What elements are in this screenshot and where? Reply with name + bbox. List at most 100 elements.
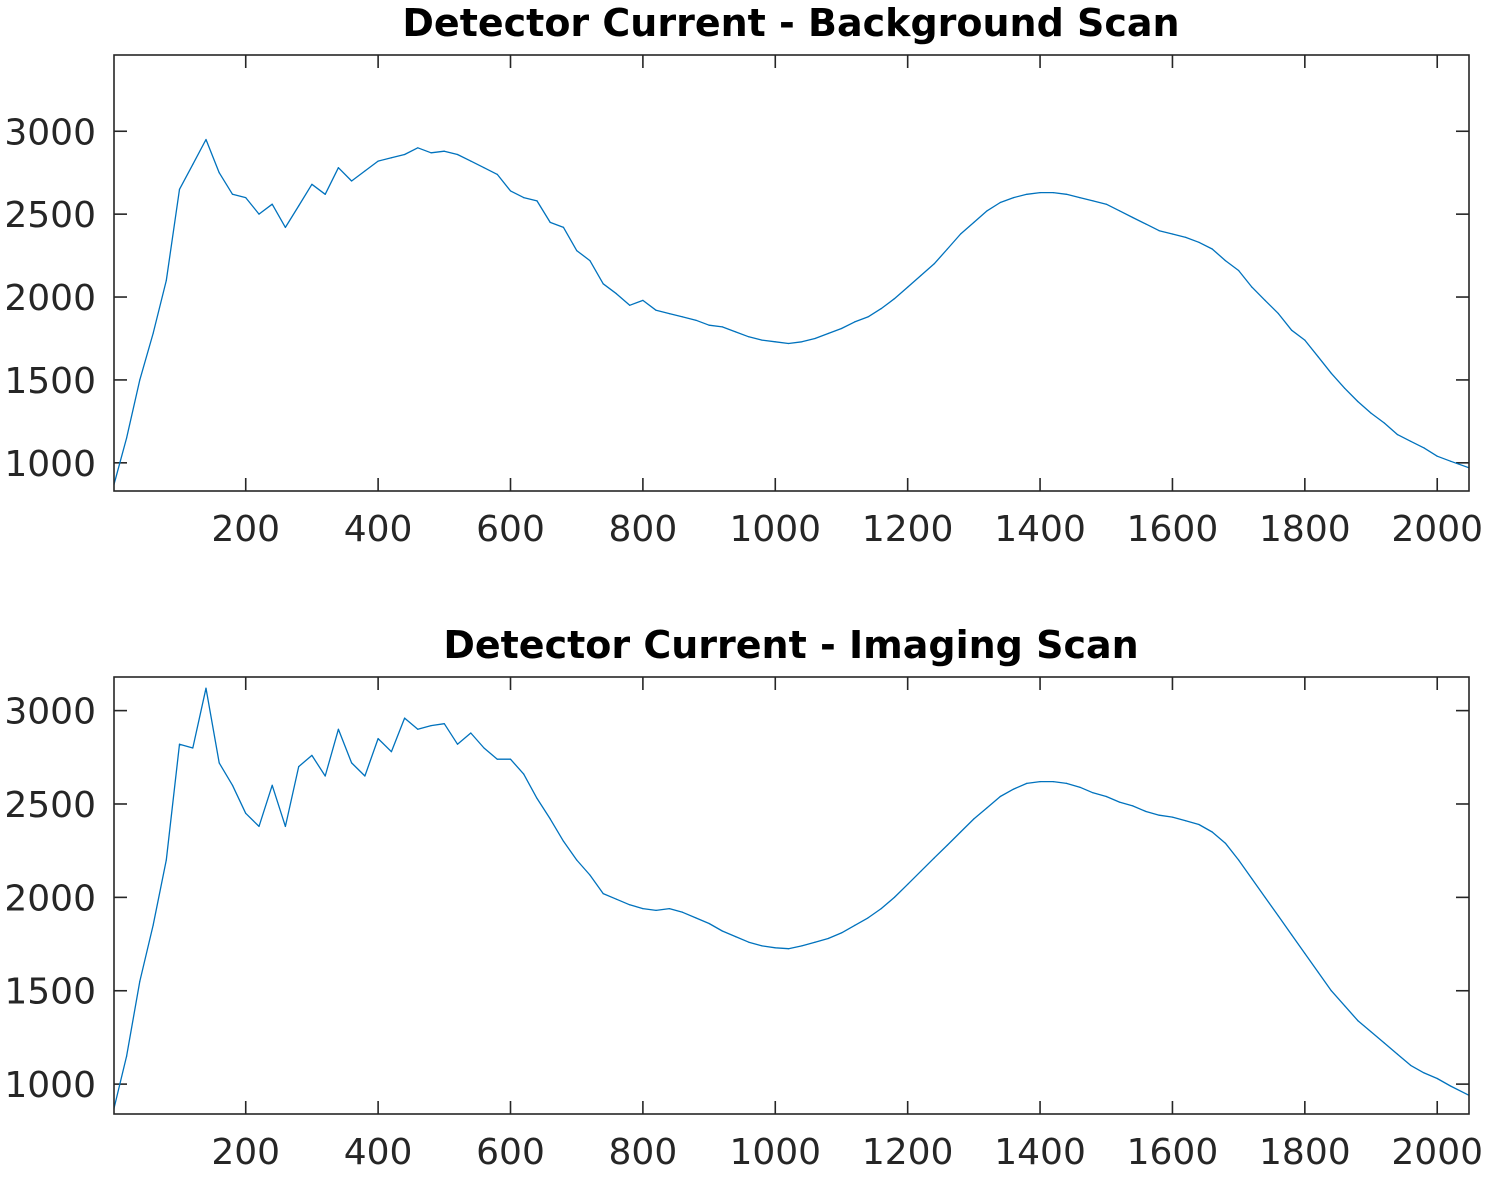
data-point (218, 172, 220, 174)
data-point (735, 936, 737, 938)
imaging-scan-chart: Detector Current - Imaging Scan 200 400 60… (4, 623, 1483, 1173)
data-point (470, 160, 472, 162)
data-point (562, 840, 565, 842)
data-point (1291, 934, 1293, 936)
data-point (231, 784, 234, 786)
data-point (880, 908, 882, 910)
data-point (642, 908, 644, 910)
data-point (1251, 878, 1253, 880)
data-point (1370, 1031, 1372, 1033)
data-point (999, 201, 1001, 204)
data-point (1436, 1077, 1438, 1080)
x-tick-label: 1000 (729, 1132, 821, 1173)
data-point (1052, 192, 1054, 194)
data-point (483, 167, 485, 169)
data-point (1383, 1042, 1385, 1044)
y-tick-label: 2000 (4, 878, 96, 919)
data-point (1264, 896, 1266, 899)
y-tick-label: 1000 (4, 1065, 96, 1106)
data-point (496, 758, 498, 760)
data-point (1198, 823, 1200, 826)
data-point (761, 339, 763, 341)
series-group (113, 687, 1470, 1109)
data-point (245, 812, 247, 814)
data-point (576, 250, 578, 252)
chart-title: Detector Current - Background Scan (402, 1, 1179, 45)
data-point (1118, 801, 1121, 803)
data-point (377, 738, 379, 740)
x-tick-label: 800 (609, 1132, 678, 1173)
data-point (1105, 203, 1107, 205)
data-point (1396, 434, 1399, 436)
y-tick-label: 1500 (4, 361, 96, 402)
data-point (470, 732, 472, 734)
data-point (311, 183, 313, 185)
x-tick-label: 600 (476, 1132, 545, 1173)
data-point (1132, 216, 1134, 219)
data-point (271, 203, 273, 205)
data-point (1039, 781, 1041, 783)
data-point (178, 188, 181, 190)
data-point (761, 945, 763, 947)
data-point (152, 924, 154, 927)
data-point (1277, 313, 1279, 315)
data-point (814, 337, 816, 340)
data-point (655, 909, 657, 912)
data-point (1158, 814, 1160, 816)
data-point (1410, 440, 1412, 442)
data-point (377, 160, 379, 162)
axes-frame (113, 54, 1470, 492)
data-point (642, 299, 644, 301)
series-group (113, 138, 1470, 485)
data-point (933, 857, 935, 859)
data-point (854, 321, 856, 323)
data-point (748, 336, 750, 338)
data-point (946, 844, 949, 846)
data-point (126, 1055, 128, 1057)
data-point (192, 747, 194, 749)
data-point (655, 309, 657, 311)
data-point (1410, 1064, 1412, 1066)
data-point (1079, 786, 1081, 788)
x-tick-label: 400 (344, 509, 413, 550)
data-point (1449, 460, 1452, 462)
chart-title: Detector Current - Imaging Scan (443, 623, 1138, 667)
data-point (814, 941, 816, 943)
y-tick-label: 3000 (4, 692, 96, 733)
data-point (629, 304, 631, 306)
data-point (1039, 192, 1041, 194)
data-point (1304, 952, 1306, 955)
data-point (1092, 200, 1094, 202)
data-point (351, 180, 353, 182)
data-point (152, 332, 154, 335)
data-point (364, 775, 366, 777)
x-tick-label: 200 (211, 1132, 280, 1173)
data-point (1065, 193, 1068, 195)
data-point (496, 173, 498, 175)
data-point (946, 248, 949, 250)
data-point (430, 725, 432, 727)
data-point (1145, 810, 1147, 813)
data-point (430, 152, 432, 154)
data-point (840, 932, 843, 934)
data-point (708, 922, 710, 925)
data-point (549, 221, 551, 223)
data-point (1013, 197, 1015, 199)
data-point (893, 896, 896, 899)
data-point (1079, 197, 1081, 199)
data-point (973, 221, 975, 223)
data-point (668, 908, 671, 910)
data-point (1330, 990, 1332, 992)
x-tick-label: 1800 (1259, 1132, 1351, 1173)
data-point (721, 326, 723, 328)
axes-ticks: 200 400 600 800 1000 1200 1400 1600 1800 2000 1000… (4, 677, 1483, 1173)
data-point (589, 260, 591, 262)
data-point (1344, 1005, 1346, 1007)
data-point (893, 298, 896, 300)
data-point (337, 167, 339, 169)
data-point (1357, 1020, 1359, 1022)
y-tick-label: 3000 (4, 112, 96, 153)
data-point (602, 893, 604, 895)
x-tick-label: 600 (476, 509, 545, 550)
background-scan-chart: Detector Current - Background Scan 200 40… (4, 1, 1483, 550)
